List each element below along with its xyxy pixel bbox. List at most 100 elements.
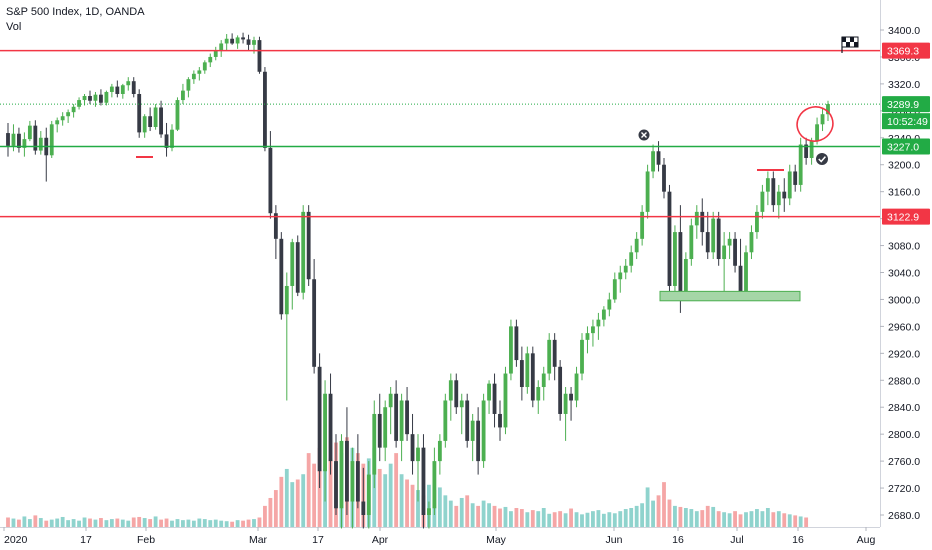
volume-bar [749,511,754,527]
candle-body [191,73,196,80]
candle-body [230,38,235,44]
candle-body [350,461,355,502]
candle-body [683,259,688,293]
candle-body [345,440,349,502]
candle-body [459,400,464,408]
volume-bar [498,508,502,527]
x-tick-label: Feb [137,534,155,546]
volume-bar [591,511,595,527]
y-tick-label: 3200.0 [888,160,920,172]
candle-body [694,211,699,226]
volume-bar [55,518,60,527]
candle-body [782,191,787,199]
volume-bar [722,512,727,527]
volume-bar [82,517,87,527]
flag-icon-check [842,37,846,42]
candle-body [765,178,770,192]
volume-bar [224,521,229,527]
x-tick-label: 16 [672,534,684,546]
candle-body [252,40,256,45]
volume-bar [476,505,481,527]
price-tag-label: 3122.9 [887,212,919,224]
candle-body [437,440,442,462]
candle-body [498,413,502,428]
volume-bar [673,505,677,527]
candle-body [656,151,661,165]
volume-bar [175,519,180,527]
volume-bar [312,463,317,527]
countdown-label: 10:52:49 [887,116,928,128]
candle-body [399,400,404,441]
candle-body [634,238,639,253]
volume-bar [66,520,71,527]
candle-body [612,279,617,300]
candle-body [361,501,366,515]
candle-body [241,37,245,40]
volume-bar [563,513,568,527]
volume-bar [596,510,601,527]
candle-body [109,86,114,92]
volume-bar [17,519,21,527]
candle-body [640,211,645,239]
volume-bar [284,468,289,527]
volume-bar [295,479,300,527]
volume-bar [99,518,103,527]
candle-body [88,96,92,101]
volume-bar [716,511,721,527]
volume-bar [186,519,191,527]
volume-bar [601,513,606,527]
volume-bar [279,476,284,527]
candle-body [82,96,87,101]
volume-bar [164,518,169,527]
volume-bar [536,511,541,527]
x-tick-label: Jun [606,534,623,546]
candle-body [629,252,634,266]
x-tick-label: Apr [372,534,389,546]
candle-body [738,265,743,293]
volume-bar [115,518,120,527]
candle-body [798,144,803,185]
candle-body [55,120,60,125]
candle-body [705,232,710,253]
y-tick-label: 2960.0 [888,321,920,333]
candle-body [787,171,792,199]
candle-body [66,112,71,117]
check-circle-icon [816,153,828,165]
candle-body [77,100,81,107]
volume-bar [782,513,787,527]
candle-body [454,380,459,408]
volume-bar [109,519,114,527]
y-tick-label: 3040.0 [888,268,920,280]
candle-body [596,319,601,327]
volume-bar [689,509,694,527]
candle-body [131,81,136,94]
candle-body [202,62,207,71]
volume-bar [60,516,65,527]
y-tick-label: 2840.0 [888,402,920,414]
candle-body [547,339,552,374]
candle-body [170,129,174,148]
candle-body [71,106,76,113]
flag-icon-check [850,37,854,42]
candle-body [804,144,809,158]
candle-body [328,393,333,462]
candle-body [164,134,169,148]
volume-bar [667,499,672,527]
volume-bar [263,505,267,527]
candle-body [224,38,229,44]
candle-body [153,107,158,127]
price-tag-label: 3289.9 [887,99,919,111]
volume-bar [383,474,388,527]
volume-bar [755,509,759,527]
volume-bar [38,518,43,527]
volume-bar [470,503,475,527]
volume-bar [33,515,38,527]
volume-bar [481,500,486,527]
volume-bar [634,505,639,527]
volume-bar [44,520,49,527]
candle-body [301,211,306,293]
volume-bar [301,474,306,527]
candle-body [383,407,388,448]
candle-body [558,366,563,414]
